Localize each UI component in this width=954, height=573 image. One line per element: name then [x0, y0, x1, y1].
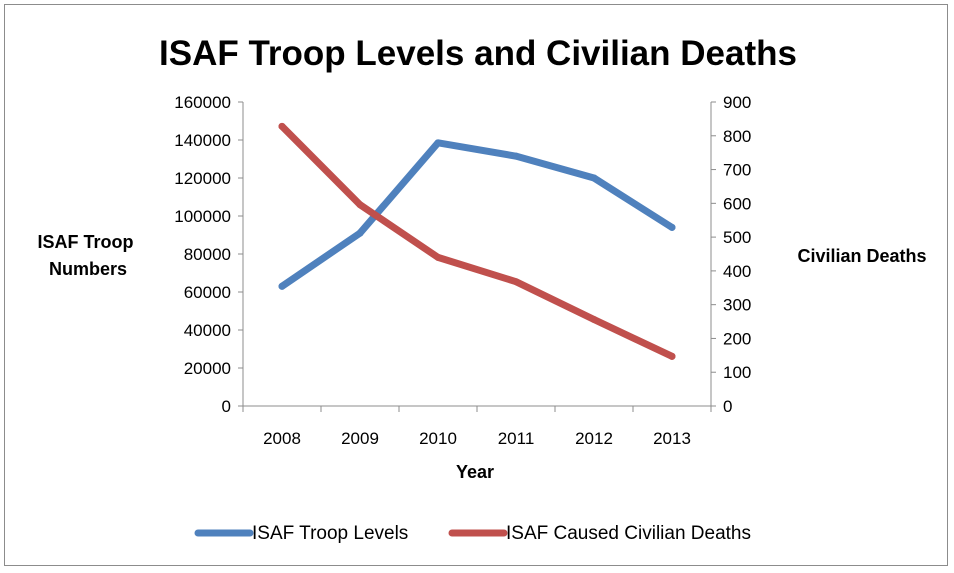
axes: 0 20000 40000 60000 80000 100000 120000 140000 1…	[174, 93, 751, 448]
series-2-point	[356, 201, 364, 209]
y-axis-left-label-line2: Numbers	[49, 259, 127, 279]
series-2-point	[668, 352, 676, 360]
series-1-point	[434, 139, 442, 147]
y-left-tick-label: 0	[222, 397, 231, 416]
x-tick-label: 2009	[341, 429, 379, 448]
y-right-tick-label: 200	[723, 329, 751, 348]
x-tick-label: 2010	[419, 429, 457, 448]
y-axis-left-label: ISAF Troop Numbers	[37, 232, 138, 279]
series-2-point	[590, 316, 598, 324]
y-right-tick-label: 300	[723, 296, 751, 315]
y-left-tick-label: 160000	[174, 93, 231, 112]
x-tick-label: 2012	[575, 429, 613, 448]
y-left-tick-label: 40000	[184, 321, 231, 340]
y-left-tick-label: 100000	[174, 207, 231, 226]
series-2-point	[512, 278, 520, 286]
y-right-tick-label: 600	[723, 194, 751, 213]
y-right-tick-label: 100	[723, 363, 751, 382]
legend-label-2: ISAF Caused Civilian Deaths	[506, 523, 751, 544]
series-2-point	[278, 122, 286, 130]
y-left-tick-label: 140000	[174, 131, 231, 150]
x-tick-label: 2011	[498, 429, 535, 448]
x-axis-label: Year	[456, 462, 494, 482]
line-chart: ISAF Troop Levels and Civilian Deaths IS…	[37, 34, 926, 544]
chart-frame: ISAF Troop Levels and Civilian Deaths IS…	[4, 4, 948, 566]
legend: ISAF Troop Levels ISAF Caused Civilian De…	[194, 523, 751, 544]
y-right-tick-label: 0	[723, 397, 732, 416]
series-line-2	[278, 122, 676, 360]
y-left-tick-label: 80000	[184, 245, 231, 264]
y-right-tick-label: 900	[723, 93, 751, 112]
series-1-point	[512, 152, 520, 160]
series-2-point	[434, 253, 442, 261]
y-axis-left-label-line1: ISAF Troop	[37, 232, 133, 252]
y-left-tick-label: 60000	[184, 283, 231, 302]
series-1-point	[278, 282, 286, 290]
series-1-point	[668, 223, 676, 231]
y-left-tick-label: 120000	[174, 169, 231, 188]
y-left-tick-label: 20000	[184, 359, 231, 378]
y-right-tick-label: 500	[723, 228, 751, 247]
legend-label-1: ISAF Troop Levels	[252, 523, 408, 544]
y-right-tick-label: 800	[723, 127, 751, 146]
y-right-tick-label: 400	[723, 262, 751, 281]
y-right-tick-label: 700	[723, 161, 751, 180]
x-tick-label: 2008	[263, 429, 301, 448]
series-layer	[278, 122, 676, 360]
x-tick-label: 2013	[653, 429, 691, 448]
chart-title: ISAF Troop Levels and Civilian Deaths	[159, 34, 797, 73]
series-1-point	[356, 229, 364, 237]
series-1-point	[590, 174, 598, 182]
series-line-1	[278, 139, 676, 290]
y-axis-right-label: Civilian Deaths	[797, 246, 926, 266]
